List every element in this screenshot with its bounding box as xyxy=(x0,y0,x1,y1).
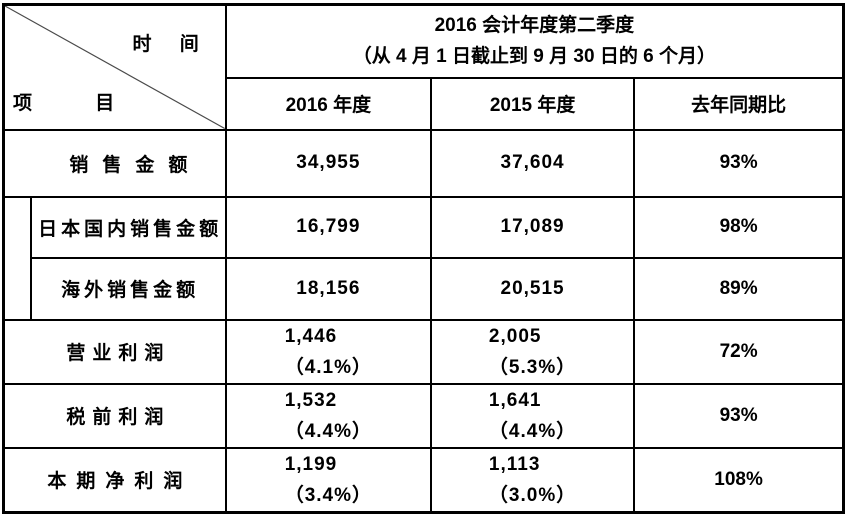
financial-table: 时 间 项 目 2016 会计年度第二季度 （从 4 月 1 日截止到 9 月 … xyxy=(2,3,845,514)
row-label-cell: 销售金额 xyxy=(2,128,227,198)
row-label-cell: 海外销售金额 xyxy=(29,256,227,321)
row-label: 日本国内销售金额 xyxy=(38,218,223,240)
corner-time-label: 时 间 xyxy=(132,34,199,55)
value-amount: 1,532 xyxy=(284,389,338,411)
row-label-cell: 税前利润 xyxy=(2,382,227,449)
yoy-cell: 93% xyxy=(633,382,845,449)
value-2016-cell: 16,799 xyxy=(224,195,432,259)
table-row-operating-profit: 营业利润 1,446 （4.1%） 2,005 （5.3%） 72% xyxy=(2,318,845,385)
value-2016-cell: 1,199 （3.4%） xyxy=(224,446,432,513)
row-label: 海外销售金额 xyxy=(61,280,200,301)
col-header-2015: 2015 年度 xyxy=(429,76,636,131)
value-percent: （4.4%） xyxy=(284,420,372,442)
diagonal-divider xyxy=(5,6,225,129)
value-percent: （4.1%） xyxy=(284,356,372,378)
row-label-cell: 本期净利润 xyxy=(2,446,227,513)
value-2015-cell: 1,641 （4.4%） xyxy=(429,382,636,449)
row-label-cell: 营业利润 xyxy=(2,318,227,385)
value-amount: 1,641 xyxy=(488,389,542,411)
table-row-net-profit: 本期净利润 1,199 （3.4%） 1,113 （3.0%） 108% xyxy=(2,446,845,513)
row-label: 销售金额 xyxy=(69,154,202,176)
corner-item-label: 项 目 xyxy=(13,92,115,114)
yoy-cell: 89% xyxy=(633,256,845,321)
header-row-period: 时 间 项 目 2016 会计年度第二季度 （从 4 月 1 日截止到 9 月 … xyxy=(2,3,845,131)
period-subtitle: （从 4 月 1 日截止到 9 月 30 日的 6 个月） xyxy=(352,46,716,68)
value-2016-cell: 1,446 （4.1%） xyxy=(224,318,432,385)
value-amount: 1,446 xyxy=(284,325,338,347)
col-header-2016: 2016 年度 xyxy=(224,76,432,131)
yoy-cell: 72% xyxy=(633,318,845,385)
value-2016-cell: 34,955 xyxy=(224,128,432,198)
indent-strip-cell xyxy=(2,195,32,321)
period-header-cell: 2016 会计年度第二季度 （从 4 月 1 日截止到 9 月 30 日的 6 … xyxy=(224,3,845,79)
table-row-sales: 销售金额 34,955 37,604 93% xyxy=(2,128,845,198)
value-2015-cell: 20,515 xyxy=(429,256,636,321)
value-percent: （3.0%） xyxy=(488,484,577,506)
value-amount: 2,005 xyxy=(488,325,542,347)
period-title: 2016 会计年度第二季度 xyxy=(434,15,635,37)
row-label: 营业利润 xyxy=(66,343,171,364)
value-2016-cell: 18,156 xyxy=(224,256,432,321)
value-percent: （4.4%） xyxy=(488,420,577,442)
yoy-cell: 108% xyxy=(633,446,845,513)
yoy-cell: 98% xyxy=(633,195,845,259)
value-2015-cell: 37,604 xyxy=(429,128,636,198)
value-percent: （5.3%） xyxy=(488,356,577,378)
table-row-overseas-sales: 海外销售金额 18,156 20,515 89% xyxy=(4,256,845,321)
row-label: 本期净利润 xyxy=(47,471,193,492)
value-2015-cell: 2,005 （5.3%） xyxy=(429,318,636,385)
value-amount: 1,113 xyxy=(488,453,541,475)
row-label-cell: 日本国内销售金额 xyxy=(29,195,227,259)
col-header-yoy: 去年同期比 xyxy=(633,76,845,131)
yoy-cell: 93% xyxy=(633,128,845,198)
table-row-domestic-sales: 日本国内销售金额 16,799 17,089 98% xyxy=(2,195,845,321)
header-row-columns: 2016 年度 2015 年度 去年同期比 xyxy=(4,76,845,131)
value-amount: 1,199 xyxy=(284,453,338,475)
value-2016-cell: 1,532 （4.4%） xyxy=(224,382,432,449)
value-percent: （3.4%） xyxy=(284,484,372,506)
corner-cell: 时 间 项 目 xyxy=(2,3,227,131)
table-row-pretax-profit: 税前利润 1,532 （4.4%） 1,641 （4.4%） 93% xyxy=(2,382,845,449)
row-label: 税前利润 xyxy=(66,407,171,428)
value-2015-cell: 1,113 （3.0%） xyxy=(429,446,636,513)
value-2015-cell: 17,089 xyxy=(429,195,636,259)
